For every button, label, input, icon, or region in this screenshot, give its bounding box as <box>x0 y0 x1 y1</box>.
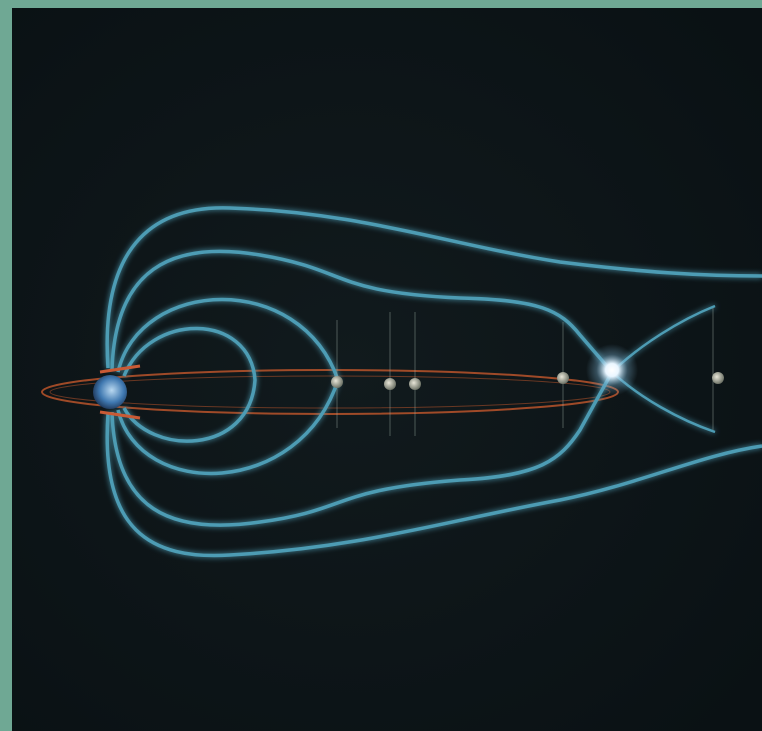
moon <box>712 372 724 384</box>
moon <box>409 378 421 390</box>
moon <box>557 372 569 384</box>
field-line <box>110 249 614 374</box>
guide-lines <box>336 308 714 436</box>
earth-aurora <box>99 364 141 420</box>
bright-star <box>586 344 638 396</box>
magnetosphere-illustration <box>12 8 762 731</box>
moons <box>331 372 724 390</box>
moon <box>331 376 343 388</box>
field-line <box>110 371 614 527</box>
moon <box>384 378 396 390</box>
earth-globe <box>93 375 127 409</box>
field-line <box>122 326 257 443</box>
earth <box>93 364 141 420</box>
field-line <box>105 206 762 369</box>
field-line <box>105 413 762 558</box>
